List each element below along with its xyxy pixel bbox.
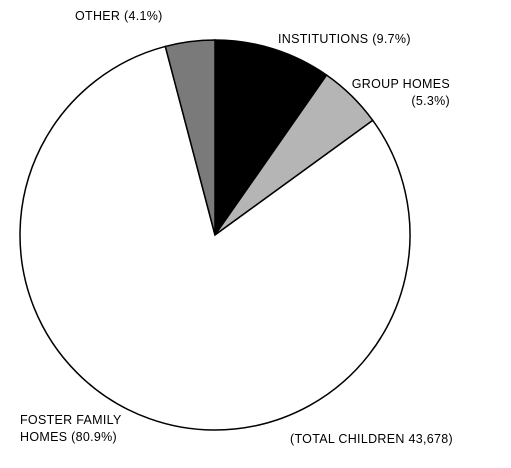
slice-label: OTHER (4.1%)	[75, 8, 225, 25]
category-name: GROUP HOMES	[351, 77, 450, 91]
value-label: (4.1%)	[124, 9, 163, 23]
slice-label: INSTITUTIONS (9.7%)	[278, 31, 478, 48]
slice-label: FOSTER FAMILY HOMES (80.9%)	[20, 412, 150, 446]
category-name: INSTITUTIONS	[278, 32, 369, 46]
category-name: FOSTER FAMILY HOMES	[20, 413, 122, 444]
slice-label: GROUP HOMES (5.3%)	[350, 76, 450, 110]
pie-slice	[214, 39, 328, 238]
value-label: (5.3%)	[411, 94, 450, 108]
annotation: (TOTAL CHILDREN 43,678)	[290, 432, 453, 446]
pie-slice	[19, 45, 411, 431]
category-name: OTHER	[75, 9, 121, 23]
pie-slice	[164, 39, 216, 236]
value-label: (9.7%)	[372, 32, 411, 46]
value-label: (80.9%)	[71, 430, 117, 444]
